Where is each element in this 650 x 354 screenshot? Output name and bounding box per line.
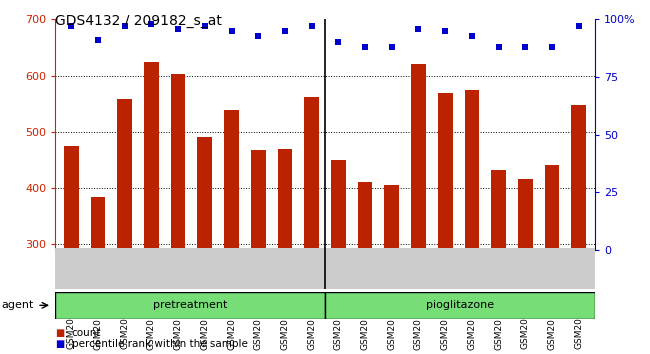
Bar: [358, 182, 372, 250]
Bar: [325, 292, 595, 319]
Point: [333, 40, 344, 45]
Text: percentile rank within the sample: percentile rank within the sample: [72, 339, 248, 349]
Bar: [144, 62, 159, 250]
Point: [360, 44, 370, 50]
Point: [520, 44, 530, 50]
Point: [306, 23, 317, 29]
Bar: [278, 149, 292, 250]
Bar: [545, 165, 560, 250]
Bar: [224, 110, 239, 250]
Point: [173, 26, 183, 32]
Point: [200, 23, 210, 29]
Point: [387, 44, 397, 50]
Bar: [90, 198, 105, 250]
Text: agent: agent: [1, 300, 34, 310]
Point: [226, 28, 237, 34]
Point: [467, 33, 477, 39]
Bar: [384, 185, 399, 250]
Point: [280, 28, 290, 34]
Bar: [518, 179, 532, 250]
Bar: [491, 170, 506, 250]
Text: pioglitazone: pioglitazone: [426, 300, 494, 310]
Text: pretreatment: pretreatment: [153, 300, 228, 310]
Bar: [118, 99, 132, 250]
Point: [66, 23, 77, 29]
Bar: [55, 292, 325, 319]
Point: [413, 26, 424, 32]
Text: ■: ■: [55, 339, 64, 349]
Bar: [198, 137, 212, 250]
Text: GDS4132 / 209182_s_at: GDS4132 / 209182_s_at: [55, 14, 222, 28]
Point: [253, 33, 263, 39]
Text: count: count: [72, 328, 101, 338]
Bar: [251, 150, 266, 250]
Point: [547, 44, 557, 50]
Bar: [171, 74, 185, 250]
Point: [93, 37, 103, 43]
Bar: [438, 93, 452, 250]
Bar: [465, 90, 479, 250]
Point: [440, 28, 450, 34]
Point: [146, 21, 157, 27]
Bar: [304, 97, 319, 250]
Bar: [411, 64, 426, 250]
Point: [493, 44, 504, 50]
Point: [120, 23, 130, 29]
Text: ■: ■: [55, 328, 64, 338]
Point: [573, 23, 584, 29]
Bar: [64, 146, 79, 250]
Bar: [331, 160, 346, 250]
Bar: [571, 105, 586, 250]
